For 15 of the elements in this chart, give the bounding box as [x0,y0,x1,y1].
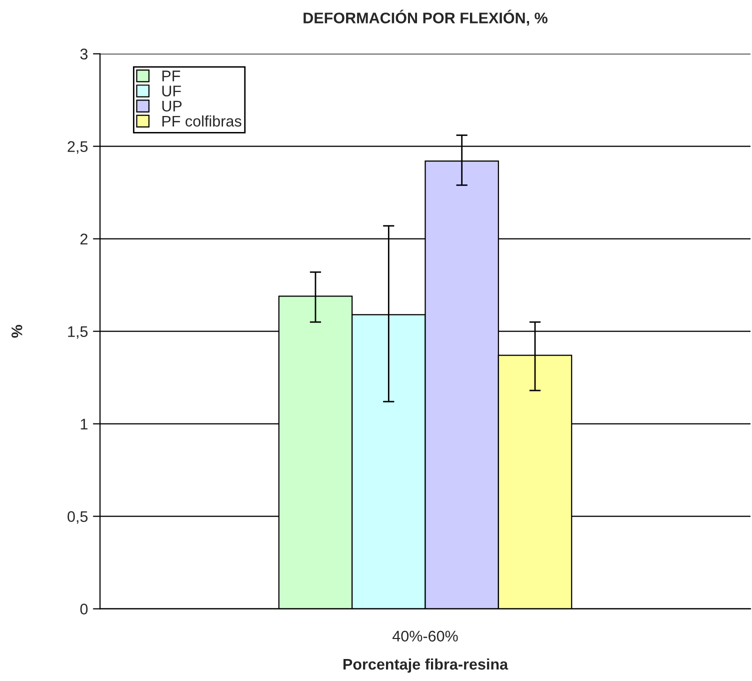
y-tick-label: 0,5 [68,511,88,524]
y-tick-label: 2,5 [68,141,88,154]
legend-label: PF [162,70,180,82]
y-tick-label: 3 [80,48,88,60]
legend-label: PF colfibras [162,115,242,127]
y-tick-label: 2 [80,234,88,244]
y-tick-label: 0 [80,604,88,614]
legend-label: UP [162,100,182,112]
chart-title: DEFORMACIÓN POR FLEXIÓN, % [304,10,548,26]
x-tick-label: 40%-60% [392,630,458,642]
legend-label: UF [162,86,181,96]
y-axis-title: % [12,324,22,338]
y-tick-label: 1 [80,418,88,430]
y-tick-label: 1,5 [68,326,88,339]
x-axis-title: Porcentaje fibra-resina [343,658,508,673]
